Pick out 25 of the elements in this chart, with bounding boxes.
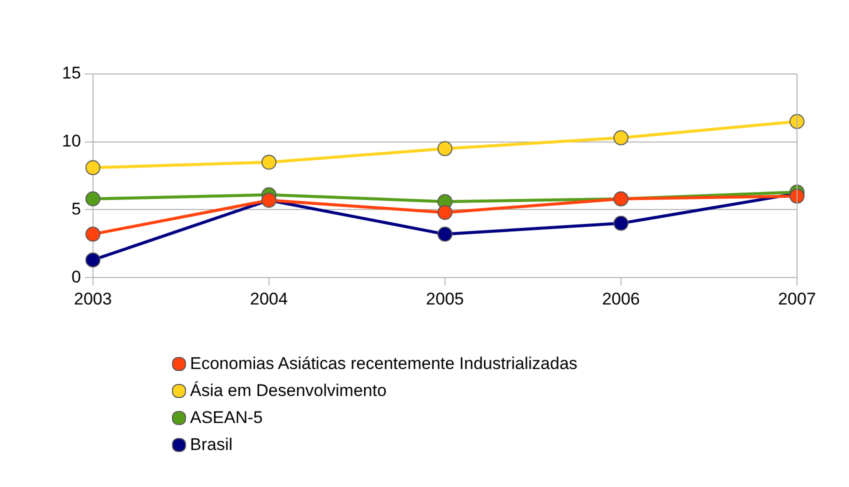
point (85, 160, 100, 176)
point (85, 191, 100, 206)
x-tick-label: 2005 (426, 289, 464, 308)
point (261, 154, 276, 170)
x-tick-label: 2006 (602, 289, 640, 308)
point (437, 204, 452, 220)
legend-label: Economias Asiáticas recentemente Industrializadas (190, 354, 578, 374)
x-tick-label: 2007 (778, 289, 816, 308)
point (790, 114, 804, 130)
legend-label: Ásia em Desenvolvimento (190, 380, 387, 400)
point (790, 188, 804, 204)
point (613, 216, 628, 231)
x-tick-label: 2003 (74, 289, 112, 308)
legend-label: Brasil (190, 434, 233, 454)
y-tick-label: 0 (71, 267, 81, 286)
legend-label: ASEAN-5 (190, 408, 263, 428)
point (437, 226, 452, 242)
y-tick-label: 5 (71, 199, 81, 218)
point (437, 141, 452, 156)
point (85, 226, 100, 242)
point (613, 130, 628, 146)
x-tick-label: 2004 (250, 289, 288, 308)
y-tick-label: 10 (62, 132, 81, 151)
y-tick-label: 15 (62, 64, 81, 83)
point (85, 252, 100, 268)
